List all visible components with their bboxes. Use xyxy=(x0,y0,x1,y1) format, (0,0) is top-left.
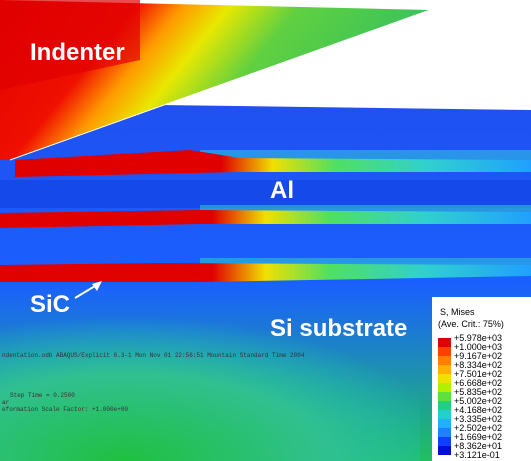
legend-swatch xyxy=(438,338,451,347)
legend-swatch xyxy=(438,419,451,428)
legend-subtitle: (Ave. Crit.: 75%) xyxy=(438,319,504,329)
legend-swatch xyxy=(438,428,451,437)
legend-swatch xyxy=(438,365,451,374)
footer-file: ndentation.odb ABAQUS/Explicit 6.3-1 Mon… xyxy=(2,352,305,359)
legend-swatch xyxy=(438,410,451,419)
sic-label: SiC xyxy=(30,291,70,318)
contour-plot: Indenter Al SiC Si substrate ndentation.… xyxy=(0,0,531,461)
legend-swatch xyxy=(438,392,451,401)
indenter-label: Indenter xyxy=(30,39,125,66)
substrate-label: Si substrate xyxy=(270,315,407,342)
legend-swatch xyxy=(438,401,451,410)
legend-swatch xyxy=(438,347,451,356)
legend-title: S, Mises xyxy=(440,307,475,317)
legend-swatch xyxy=(438,446,451,455)
footer-scale: eformation Scale Factor: +1.000e+00 xyxy=(2,406,128,413)
footer-step: Step Time = 0.2500 xyxy=(10,392,75,399)
legend-swatch xyxy=(438,383,451,392)
legend-swatch xyxy=(438,437,451,446)
legend: S, Mises (Ave. Crit.: 75%) +5.978e+03+1.… xyxy=(432,297,531,461)
legend-swatch xyxy=(438,374,451,383)
legend-level: +3.121e-01 xyxy=(454,450,500,460)
legend-swatch xyxy=(438,356,451,365)
footer-var: ar xyxy=(2,399,10,406)
al-label: Al xyxy=(270,177,294,204)
